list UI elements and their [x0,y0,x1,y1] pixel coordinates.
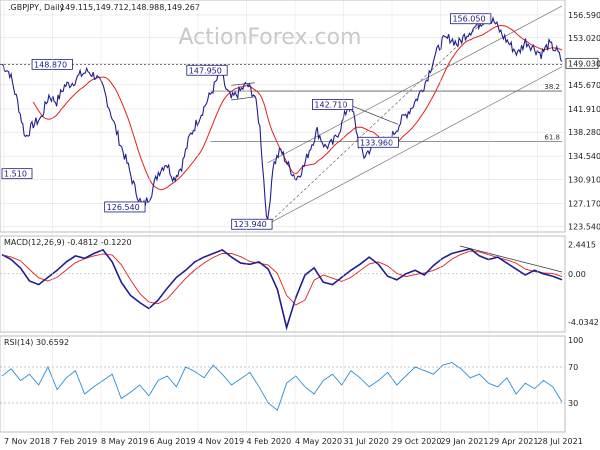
macd-panel-frame [0,235,566,333]
macd-panel-label: MACD(12,26,9) -0.4812 -0.1220 [4,238,132,247]
price-tick-label: 123.540 [568,223,600,232]
date-tick-label: 4 Feb 2020 [247,437,292,446]
current-price-label: 149.030 [568,59,600,68]
date-tick-label: 29 Apr 2021 [489,437,538,446]
date-tick-label: 7 Nov 2018 [4,437,50,446]
rsi-panel-frame [0,335,566,433]
moving-average-line [32,24,563,191]
macd-trendline [459,245,563,273]
price-tick-label: 130.910 [568,175,600,184]
annotation-box [186,64,228,76]
flag-upper-line [231,82,255,86]
fib-level-label: 61.8 [544,134,560,142]
annotation-box [104,201,146,213]
macd-tick-label: 2.4415 [568,241,596,250]
annotation-box [357,136,399,148]
date-axis: 7 Nov 2018 7 Feb 2019 8 May 2019 6 Aug 2019… [3,0,583,446]
date-tick-label: 29 Oct 2020 [392,437,441,446]
price-panel-frame [0,0,566,233]
fib-level-label: 38.2 [544,83,560,91]
price-tick-label: 138.280 [568,128,600,137]
price-tick-label: 134.540 [568,152,600,161]
rsi-tick-label: 100 [568,336,583,345]
channel-lower-line [267,66,563,225]
wedge-upper-line [348,104,399,125]
watermark-text: ActionForex.com [179,25,362,50]
date-tick-label: 4 Nov 2019 [198,437,244,446]
macd-axis: 2.4415 0.00 -4.0342 [0,241,599,327]
price-tick-label: 153.020 [568,34,600,43]
price-annotations: 148.870 147.950 1.510 126.540 123.940 142.710… [1,13,492,230]
price-tick-label: 141.910 [568,105,600,114]
date-tick-label: 7 Feb 2019 [53,437,98,446]
rsi-line [1,362,563,411]
annotation-box [231,218,273,230]
rsi-axis: 100 70 30 [0,336,583,408]
annotation-label: 1.510 [4,170,27,179]
date-tick-label: 31 Jul 2020 [344,437,389,446]
annotation-label: 123.940 [234,220,267,229]
macd-signal-line [1,250,563,306]
annotation-box [31,58,73,70]
current-price-marker: 149.030 [565,57,600,69]
date-tick-label: 8 May 2019 [101,437,148,446]
channel-dashed-line [267,18,487,225]
price-tick-label: 156.590 [568,11,600,20]
rsi-tick-label: 30 [568,399,578,408]
price-series-line [1,16,563,220]
annotation-label: 126.540 [107,203,140,212]
annotation-label: 142.710 [314,101,347,110]
annotation-box [450,13,492,25]
macd-tick-label: 0.00 [568,270,586,279]
macd-line [1,247,563,331]
flag-lower-line [231,96,255,101]
rsi-panel-label: RSI(14) 30.6592 [4,338,69,347]
price-tick-label: 145.670 [568,81,600,90]
annotation-label: 147.950 [189,66,222,75]
current-price-box [565,57,599,69]
symbol-label: .GBPJPY, Daily [8,3,65,12]
ohlc-readout: 149.115,149.712,148.988,149.267 [60,3,200,12]
macd-tick-label: -4.0342 [568,318,599,327]
date-tick-label: 6 Aug 2019 [150,437,196,446]
channel-upper-line [267,5,563,164]
annotation-label: 133.960 [360,138,393,147]
date-tick-label: 4 May 2020 [295,437,342,446]
annotation-label: 148.870 [34,60,67,69]
annotation-label: 156.050 [452,15,485,24]
annotation-box [312,99,354,110]
annotation-box [1,168,33,180]
price-tick-label: 127.170 [568,199,600,208]
date-tick-label: 28 Jul 2021 [538,437,583,446]
rsi-tick-label: 70 [568,363,578,372]
date-tick-label: 29 Jan 2021 [441,437,489,446]
price-gridlines [0,14,565,227]
